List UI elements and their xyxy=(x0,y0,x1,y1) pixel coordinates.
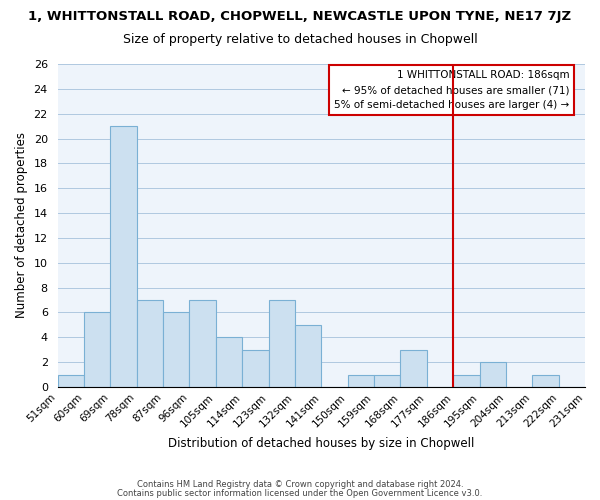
Bar xyxy=(269,300,295,387)
Text: 1, WHITTONSTALL ROAD, CHOPWELL, NEWCASTLE UPON TYNE, NE17 7JZ: 1, WHITTONSTALL ROAD, CHOPWELL, NEWCASTL… xyxy=(28,10,572,23)
Text: Contains public sector information licensed under the Open Government Licence v3: Contains public sector information licen… xyxy=(118,488,482,498)
Y-axis label: Number of detached properties: Number of detached properties xyxy=(15,132,28,318)
Bar xyxy=(295,325,321,387)
Bar xyxy=(400,350,427,387)
Text: Contains HM Land Registry data © Crown copyright and database right 2024.: Contains HM Land Registry data © Crown c… xyxy=(137,480,463,489)
Bar xyxy=(190,300,216,387)
X-axis label: Distribution of detached houses by size in Chopwell: Distribution of detached houses by size … xyxy=(168,437,475,450)
Bar xyxy=(374,374,400,387)
Bar xyxy=(479,362,506,387)
Bar xyxy=(242,350,269,387)
Bar xyxy=(84,312,110,387)
Bar xyxy=(58,374,84,387)
Bar xyxy=(216,338,242,387)
Bar xyxy=(347,374,374,387)
Bar xyxy=(137,300,163,387)
Bar xyxy=(163,312,190,387)
Text: 1 WHITTONSTALL ROAD: 186sqm
← 95% of detached houses are smaller (71)
5% of semi: 1 WHITTONSTALL ROAD: 186sqm ← 95% of det… xyxy=(334,70,569,110)
Bar xyxy=(532,374,559,387)
Text: Size of property relative to detached houses in Chopwell: Size of property relative to detached ho… xyxy=(122,32,478,46)
Bar xyxy=(453,374,479,387)
Bar xyxy=(110,126,137,387)
